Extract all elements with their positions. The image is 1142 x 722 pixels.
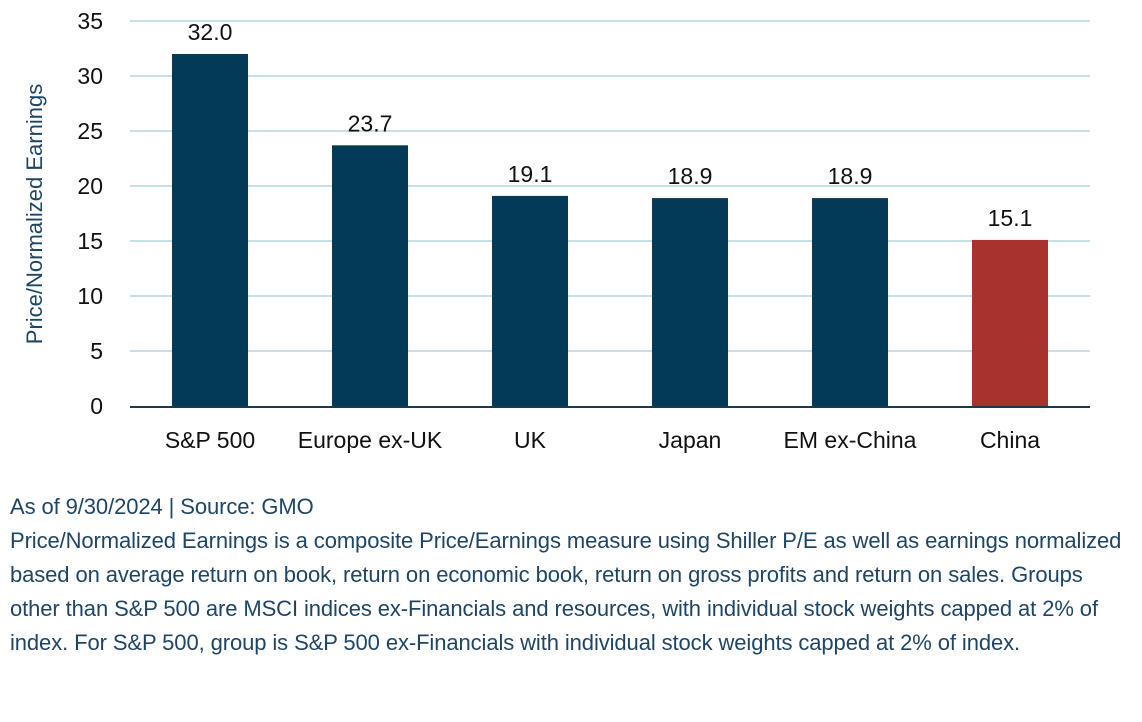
x-tick-label: UK [514, 427, 547, 453]
y-tick-label: 20 [77, 173, 103, 199]
y-tick-label: 0 [90, 393, 103, 419]
source-note: As of 9/30/2024 | Source: GMO [10, 494, 314, 519]
bar-value-label: 18.9 [828, 163, 873, 189]
y-tick-label: 25 [77, 118, 103, 144]
bar [972, 239, 1048, 406]
x-tick-label: Japan [659, 427, 722, 453]
x-tick-label: Europe ex-UK [298, 427, 443, 453]
chart-notes: As of 9/30/2024 | Source: GMO Price/Norm… [10, 490, 1135, 660]
bar-value-label: 19.1 [508, 161, 553, 187]
y-tick-label: 10 [77, 283, 103, 309]
y-tick-label: 15 [77, 228, 103, 254]
bar [492, 195, 568, 406]
y-axis-label: Price/Normalized Earnings [22, 84, 47, 344]
value-labels: 32.0 23.7 19.1 18.9 18.9 15.1 [188, 19, 1033, 231]
y-tick-label: 5 [90, 338, 103, 364]
bar [332, 145, 408, 407]
gridlines [130, 20, 1090, 352]
y-axis-ticks: 0 5 10 15 20 25 30 35 [77, 8, 103, 419]
y-tick-label: 35 [77, 8, 103, 34]
bar [652, 198, 728, 406]
description-note: Price/Normalized Earnings is a composite… [10, 528, 1122, 655]
bar-value-label: 15.1 [988, 205, 1033, 231]
y-tick-label: 30 [77, 63, 103, 89]
bar [172, 54, 248, 406]
x-axis-ticks: S&P 500 Europe ex-UK UK Japan EM ex-China Chi… [165, 427, 1040, 453]
bar-value-label: 32.0 [188, 19, 233, 45]
x-tick-label: China [980, 427, 1040, 453]
bars [172, 54, 1048, 407]
bar [812, 198, 888, 406]
x-tick-label: S&P 500 [165, 427, 255, 453]
x-tick-label: EM ex-China [784, 427, 917, 453]
bar-value-label: 23.7 [348, 110, 393, 136]
bar-value-label: 18.9 [668, 163, 713, 189]
